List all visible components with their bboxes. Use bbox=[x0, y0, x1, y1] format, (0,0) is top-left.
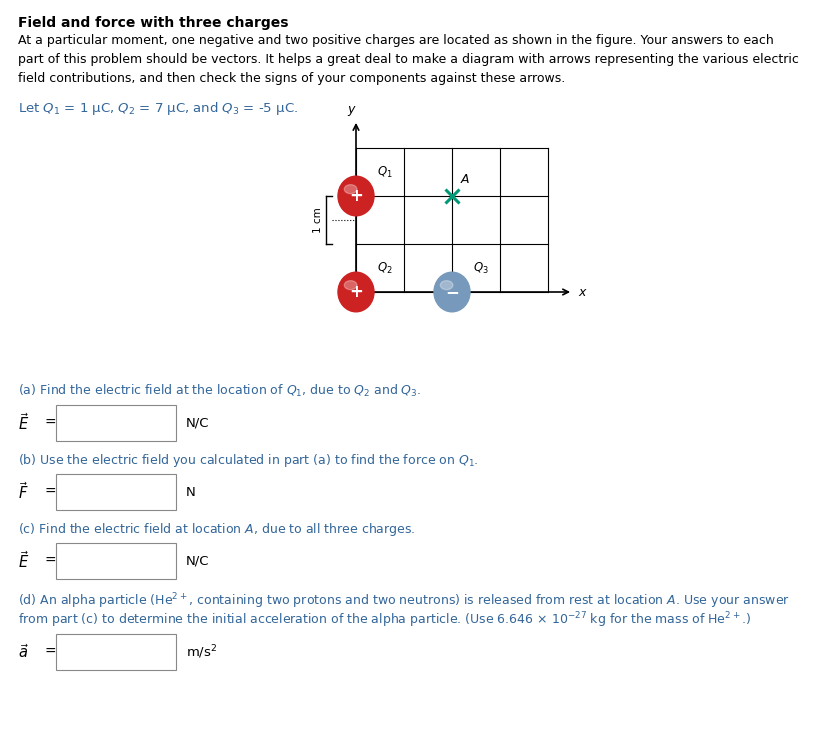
Text: $Q_2$: $Q_2$ bbox=[377, 261, 392, 276]
Ellipse shape bbox=[344, 281, 357, 290]
Text: x: x bbox=[578, 285, 585, 299]
Text: +: + bbox=[349, 283, 363, 301]
Text: $\vec{E}$: $\vec{E}$ bbox=[18, 551, 29, 571]
Text: $\vec{E}$: $\vec{E}$ bbox=[18, 413, 29, 433]
Text: N: N bbox=[186, 485, 195, 499]
FancyBboxPatch shape bbox=[56, 634, 176, 670]
Text: N/C: N/C bbox=[186, 554, 210, 568]
Text: 1 cm: 1 cm bbox=[313, 207, 323, 233]
Ellipse shape bbox=[434, 272, 470, 312]
Text: $\vec{F}$: $\vec{F}$ bbox=[18, 482, 28, 502]
Text: −: − bbox=[445, 283, 459, 301]
Text: (b) Use the electric field you calculated in part (a) to find the force on $Q_1$: (b) Use the electric field you calculate… bbox=[18, 452, 478, 469]
Text: =: = bbox=[44, 554, 56, 568]
Text: Let $Q_1$ = 1 μC, $Q_2$ = 7 μC, and $Q_3$ = -5 μC.: Let $Q_1$ = 1 μC, $Q_2$ = 7 μC, and $Q_3… bbox=[18, 100, 298, 117]
Text: (c) Find the electric field at location $A$, due to all three charges.: (c) Find the electric field at location … bbox=[18, 521, 416, 538]
Ellipse shape bbox=[338, 176, 374, 216]
Text: part of this problem should be vectors. It helps a great deal to make a diagram : part of this problem should be vectors. … bbox=[18, 53, 799, 66]
Text: (a) Find the electric field at the location of $Q_1$, due to $Q_2$ and $Q_3$.: (a) Find the electric field at the locat… bbox=[18, 383, 422, 399]
Text: $Q_3$: $Q_3$ bbox=[473, 261, 488, 276]
Text: At a particular moment, one negative and two positive charges are located as sho: At a particular moment, one negative and… bbox=[18, 34, 774, 47]
Text: =: = bbox=[44, 645, 56, 659]
Text: field contributions, and then check the signs of your components against these a: field contributions, and then check the … bbox=[18, 72, 565, 85]
Text: from part (c) to determine the initial acceleration of the alpha particle. (Use : from part (c) to determine the initial a… bbox=[18, 610, 752, 630]
FancyBboxPatch shape bbox=[56, 474, 176, 510]
Ellipse shape bbox=[440, 281, 453, 290]
Text: $A$: $A$ bbox=[460, 173, 470, 186]
FancyBboxPatch shape bbox=[56, 543, 176, 579]
Text: +: + bbox=[349, 187, 363, 205]
Text: N/C: N/C bbox=[186, 416, 210, 430]
Ellipse shape bbox=[338, 272, 374, 312]
Text: $\vec{a}$: $\vec{a}$ bbox=[18, 643, 28, 661]
Text: (d) An alpha particle (He$^{2+}$, containing two protons and two neutrons) is re: (d) An alpha particle (He$^{2+}$, contai… bbox=[18, 591, 790, 611]
Text: =: = bbox=[44, 485, 56, 499]
Text: =: = bbox=[44, 416, 56, 430]
Text: y: y bbox=[347, 103, 355, 116]
Text: $Q_1$: $Q_1$ bbox=[377, 165, 392, 180]
Text: m/s$^2$: m/s$^2$ bbox=[186, 643, 217, 661]
Text: Field and force with three charges: Field and force with three charges bbox=[18, 16, 289, 30]
FancyBboxPatch shape bbox=[56, 405, 176, 441]
Ellipse shape bbox=[344, 185, 357, 193]
